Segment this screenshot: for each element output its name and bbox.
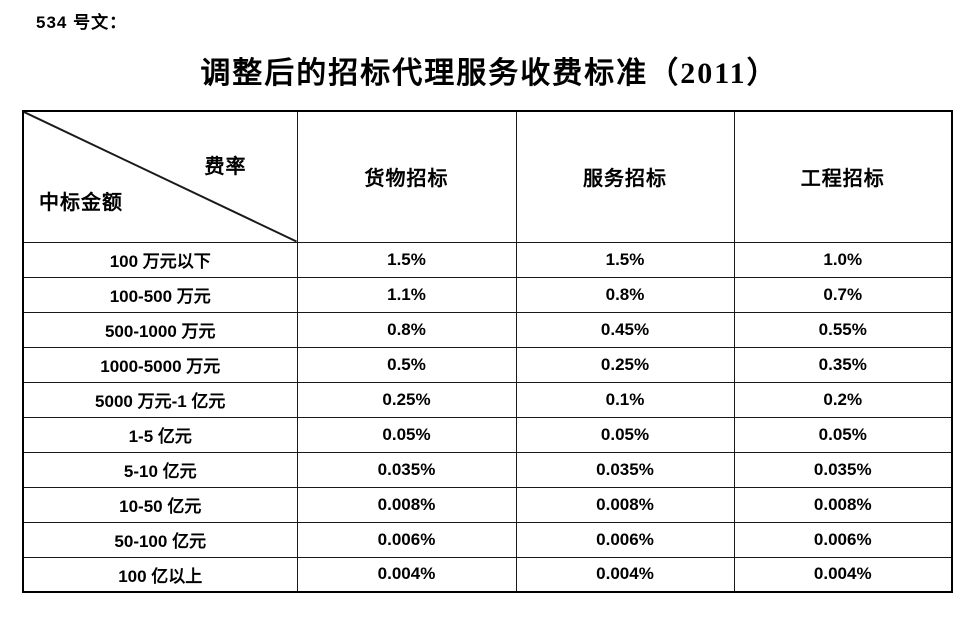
fee-rate-cell: 0.55%: [733, 311, 953, 348]
diagonal-divider-line: [24, 112, 297, 242]
fee-rate-cell: 0.45%: [515, 311, 735, 348]
row-label-amount-range: 1000-5000 万元: [22, 346, 298, 383]
fee-standard-table: 费率 中标金额 货物招标 服务招标 工程招标 100 万元以下 1.5% 1.5% 1…: [22, 110, 953, 593]
table-row: 1000-5000 万元 0.5% 0.25% 0.35%: [22, 346, 953, 383]
fee-rate-cell: 1.5%: [515, 241, 735, 278]
corner-label-rate: 费率: [204, 156, 247, 178]
table-row: 10-50 亿元 0.008% 0.008% 0.008%: [22, 486, 953, 523]
row-label-amount-range: 100-500 万元: [22, 276, 298, 313]
column-header-service-bidding: 服务招标: [515, 110, 735, 243]
row-label-amount-range: 5000 万元-1 亿元: [22, 381, 298, 418]
table-row: 5000 万元-1 亿元 0.25% 0.1% 0.2%: [22, 381, 953, 418]
fee-rate-cell: 0.1%: [515, 381, 735, 418]
fee-rate-cell: 0.05%: [733, 416, 953, 453]
fee-rate-cell: 0.25%: [296, 381, 517, 418]
table-row: 100 亿以上 0.004% 0.004% 0.004%: [22, 556, 953, 593]
fee-rate-cell: 0.35%: [733, 346, 953, 383]
row-label-amount-range: 500-1000 万元: [22, 311, 298, 348]
table-row: 500-1000 万元 0.8% 0.45% 0.55%: [22, 311, 953, 348]
fee-rate-cell: 0.035%: [515, 451, 735, 488]
table-header-row: 费率 中标金额 货物招标 服务招标 工程招标: [22, 110, 953, 243]
row-label-amount-range: 100 万元以下: [22, 241, 298, 278]
fee-rate-cell: 0.035%: [733, 451, 953, 488]
table-body: 100 万元以下 1.5% 1.5% 1.0% 100-500 万元 1.1% 0.8% 0.…: [22, 241, 953, 593]
column-header-goods-bidding: 货物招标: [296, 110, 517, 243]
corner-header-cell: 费率 中标金额: [22, 110, 298, 243]
fee-rate-cell: 0.05%: [515, 416, 735, 453]
fee-rate-cell: 1.5%: [296, 241, 517, 278]
fee-rate-cell: 0.8%: [296, 311, 517, 348]
table-row: 1-5 亿元 0.05% 0.05% 0.05%: [22, 416, 953, 453]
fee-rate-cell: 0.004%: [733, 556, 953, 593]
fee-rate-cell: 0.006%: [296, 521, 517, 558]
fee-rate-cell: 0.2%: [733, 381, 953, 418]
column-header-engineering-bidding: 工程招标: [733, 110, 953, 243]
fee-rate-cell: 0.004%: [296, 556, 517, 593]
row-label-amount-range: 10-50 亿元: [22, 486, 298, 523]
fee-rate-cell: 0.25%: [515, 346, 735, 383]
page-title: 调整后的招标代理服务收费标准（2011）: [200, 57, 779, 90]
fee-rate-cell: 1.0%: [733, 241, 953, 278]
fee-rate-cell: 1.1%: [296, 276, 517, 313]
fee-rate-cell: 0.8%: [515, 276, 735, 313]
table-row: 50-100 亿元 0.006% 0.006% 0.006%: [22, 521, 953, 558]
fee-rate-cell: 0.5%: [296, 346, 517, 383]
fee-rate-cell: 0.006%: [515, 521, 735, 558]
fee-rate-cell: 0.05%: [296, 416, 517, 453]
fee-rate-cell: 0.7%: [733, 276, 953, 313]
fee-rate-cell: 0.008%: [515, 486, 735, 523]
row-label-amount-range: 5-10 亿元: [22, 451, 298, 488]
row-label-amount-range: 50-100 亿元: [22, 521, 298, 558]
row-label-amount-range: 100 亿以上: [22, 556, 298, 593]
fee-rate-cell: 0.006%: [733, 521, 953, 558]
fee-rate-cell: 0.004%: [515, 556, 735, 593]
fee-rate-cell: 0.035%: [296, 451, 517, 488]
doc-number-label: 534 号文：: [36, 13, 128, 32]
table-row: 100 万元以下 1.5% 1.5% 1.0%: [22, 241, 953, 278]
row-label-amount-range: 1-5 亿元: [22, 416, 298, 453]
fee-rate-cell: 0.008%: [296, 486, 517, 523]
corner-label-bid-amount: 中标金额: [39, 192, 123, 214]
table-row: 100-500 万元 1.1% 0.8% 0.7%: [22, 276, 953, 313]
fee-rate-cell: 0.008%: [733, 486, 953, 523]
table-row: 5-10 亿元 0.035% 0.035% 0.035%: [22, 451, 953, 488]
